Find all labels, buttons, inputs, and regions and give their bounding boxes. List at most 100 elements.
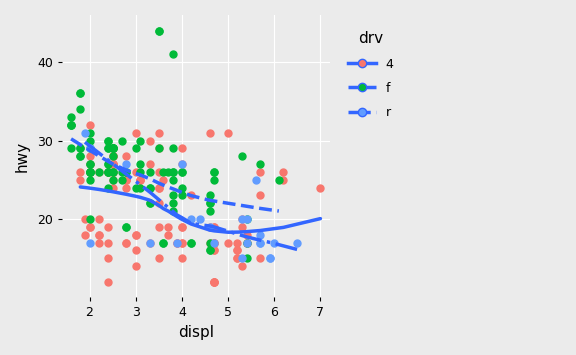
- Point: [122, 185, 131, 190]
- Point: [210, 240, 219, 245]
- Point: [145, 161, 154, 167]
- Point: [94, 240, 104, 245]
- Point: [104, 224, 113, 230]
- Point: [108, 169, 118, 175]
- Point: [256, 240, 265, 245]
- Point: [177, 185, 187, 190]
- Point: [154, 255, 164, 261]
- Point: [187, 193, 196, 198]
- Point: [256, 255, 265, 261]
- Point: [233, 255, 242, 261]
- Point: [154, 185, 164, 190]
- Point: [108, 177, 118, 182]
- Point: [205, 224, 214, 230]
- Point: [75, 91, 85, 96]
- Point: [177, 169, 187, 175]
- Point: [66, 122, 75, 128]
- Point: [122, 169, 131, 175]
- Y-axis label: hwy: hwy: [15, 141, 30, 172]
- Point: [122, 240, 131, 245]
- Point: [270, 240, 279, 245]
- Point: [154, 146, 164, 151]
- Point: [210, 240, 219, 245]
- Point: [85, 216, 94, 222]
- Point: [256, 232, 265, 237]
- Point: [85, 146, 94, 151]
- Point: [85, 161, 94, 167]
- Point: [205, 240, 214, 245]
- Point: [85, 138, 94, 143]
- Point: [154, 224, 164, 230]
- Point: [118, 169, 127, 175]
- Point: [237, 263, 247, 269]
- Point: [145, 240, 154, 245]
- Point: [279, 169, 288, 175]
- Point: [108, 146, 118, 151]
- Point: [85, 169, 94, 175]
- Point: [242, 240, 251, 245]
- Point: [168, 51, 177, 57]
- Point: [80, 130, 89, 136]
- Point: [94, 216, 104, 222]
- Point: [131, 263, 141, 269]
- Point: [131, 185, 141, 190]
- Point: [177, 224, 187, 230]
- Point: [145, 201, 154, 206]
- Point: [85, 169, 94, 175]
- Point: [104, 169, 113, 175]
- Point: [104, 138, 113, 143]
- Point: [177, 169, 187, 175]
- Point: [136, 185, 145, 190]
- Point: [108, 161, 118, 167]
- Point: [108, 153, 118, 159]
- Point: [104, 169, 113, 175]
- Point: [136, 177, 145, 182]
- Point: [94, 232, 104, 237]
- Point: [177, 193, 187, 198]
- Point: [85, 224, 94, 230]
- Point: [85, 146, 94, 151]
- Point: [108, 153, 118, 159]
- Point: [145, 185, 154, 190]
- Point: [108, 169, 118, 175]
- Point: [145, 138, 154, 143]
- Point: [108, 146, 118, 151]
- Point: [237, 153, 247, 159]
- Point: [210, 279, 219, 285]
- Point: [108, 146, 118, 151]
- Point: [104, 169, 113, 175]
- Point: [177, 255, 187, 261]
- Point: [293, 240, 302, 245]
- Point: [173, 240, 182, 245]
- Point: [223, 130, 233, 136]
- Legend: 4, f, r: 4, f, r: [338, 21, 404, 129]
- Point: [210, 169, 219, 175]
- Point: [104, 240, 113, 245]
- Point: [80, 216, 89, 222]
- Point: [256, 169, 265, 175]
- Point: [154, 201, 164, 206]
- Point: [131, 232, 141, 237]
- Point: [108, 146, 118, 151]
- Point: [136, 177, 145, 182]
- Point: [265, 255, 274, 261]
- Point: [210, 224, 219, 230]
- Point: [242, 216, 251, 222]
- Point: [104, 169, 113, 175]
- Point: [136, 161, 145, 167]
- Point: [159, 240, 168, 245]
- Point: [108, 169, 118, 175]
- Point: [274, 177, 283, 182]
- Point: [173, 240, 182, 245]
- Point: [164, 232, 173, 237]
- Point: [233, 240, 242, 245]
- Point: [210, 169, 219, 175]
- Point: [118, 138, 127, 143]
- Point: [205, 247, 214, 253]
- Point: [177, 240, 187, 245]
- Point: [251, 177, 260, 182]
- Point: [223, 240, 233, 245]
- Point: [159, 169, 168, 175]
- Point: [75, 146, 85, 151]
- Point: [242, 240, 251, 245]
